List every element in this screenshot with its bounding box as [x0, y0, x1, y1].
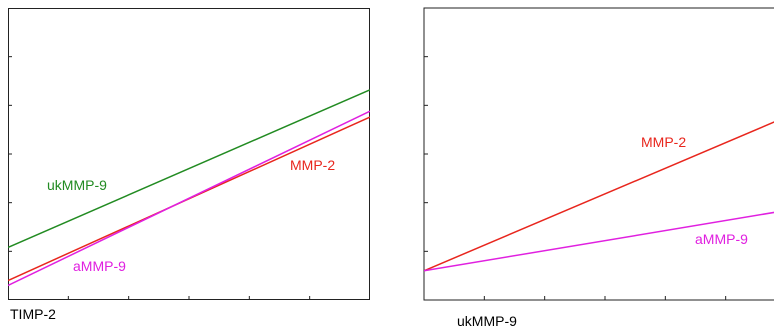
series-line-mmp-2 — [424, 121, 774, 272]
x-axis-label-left: TIMP-2 — [10, 306, 56, 322]
series-line-ukmmp-9 — [8, 89, 370, 249]
series-label-ammp-9: aMMP-9 — [695, 231, 748, 247]
chart-panel-2: MMP-2 aMMP-9 — [423, 7, 774, 301]
series-label-mmp-2: MMP-2 — [641, 134, 686, 150]
x-axis-label-right: ukMMP-9 — [457, 313, 517, 329]
series-label-mmp-2: MMP-2 — [290, 157, 335, 173]
plot-frame — [423, 7, 774, 301]
chart-panel-1: ukMMP-9 MMP-2 aMMP-9 — [8, 8, 370, 300]
series-label-ukmmp-9: ukMMP-9 — [47, 177, 107, 193]
series-label-ammp-9: aMMP-9 — [73, 258, 126, 274]
series-line-ammp-9 — [424, 211, 774, 272]
series-line-ammp-9 — [8, 110, 370, 287]
